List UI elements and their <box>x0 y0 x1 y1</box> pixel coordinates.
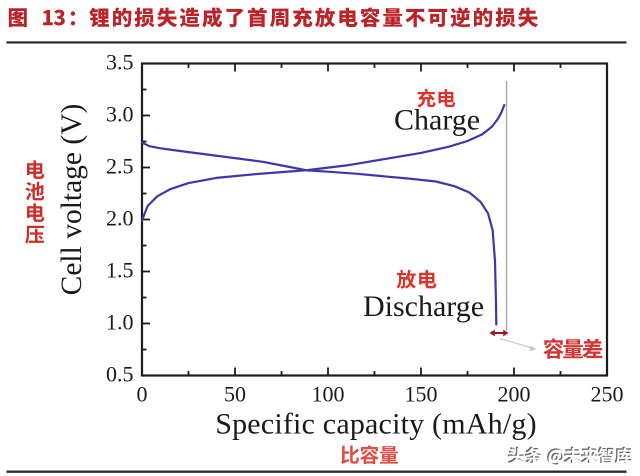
svg-text:250: 250 <box>591 381 624 406</box>
svg-text:1.0: 1.0 <box>106 310 134 335</box>
svg-text:Charge: Charge <box>394 104 480 137</box>
svg-text:2.0: 2.0 <box>106 206 134 231</box>
svg-text:Cell voltage (V): Cell voltage (V) <box>56 104 88 296</box>
svg-text:3.5: 3.5 <box>106 50 134 75</box>
svg-text:3.0: 3.0 <box>106 102 134 127</box>
svg-text:50: 50 <box>224 381 246 406</box>
svg-text:2.5: 2.5 <box>106 154 134 179</box>
svg-text:100: 100 <box>312 381 345 406</box>
svg-text:150: 150 <box>405 381 438 406</box>
svg-text:Specific capacity (mAh/g): Specific capacity (mAh/g) <box>215 408 537 441</box>
svg-text:200: 200 <box>498 381 531 406</box>
svg-text:Discharge: Discharge <box>363 290 484 323</box>
svg-text:1.5: 1.5 <box>106 258 134 283</box>
svg-text:0.5: 0.5 <box>106 362 134 387</box>
svg-text:0: 0 <box>137 381 148 406</box>
